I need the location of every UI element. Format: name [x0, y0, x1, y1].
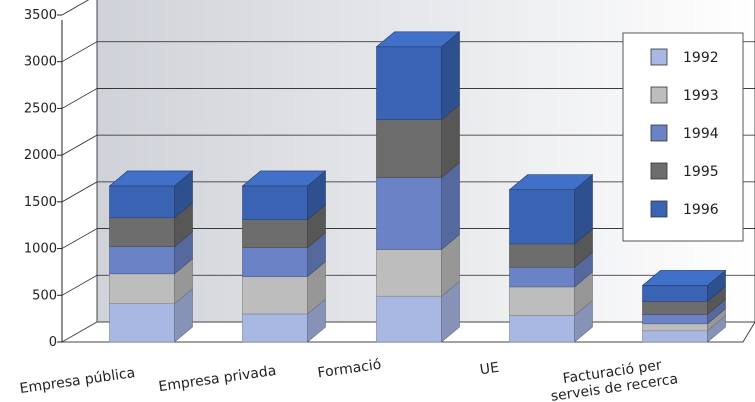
bar-segment: [509, 271, 593, 317]
gridline-side: [61, 0, 90, 16]
bar-front: [109, 185, 175, 219]
legend-label: 1996: [683, 202, 719, 218]
bar-front: [242, 313, 308, 343]
bar-front: [109, 217, 175, 248]
y-tick-label: 0: [49, 335, 57, 350]
bar-segment: [242, 231, 326, 278]
bar-front: [242, 276, 308, 315]
y-tick-label: 3500: [24, 8, 57, 23]
bar-front: [376, 249, 442, 297]
y-tick-label: 1000: [24, 242, 57, 257]
bar-side: [441, 31, 460, 121]
bar-front: [642, 285, 708, 302]
y-tick-label: 3000: [24, 55, 57, 70]
bar-segment: [242, 203, 326, 249]
legend-swatch: [650, 162, 668, 180]
bar-front: [642, 314, 708, 325]
bar-segment: [241, 170, 327, 221]
gridline-side: [61, 41, 98, 63]
bar-front: [642, 330, 708, 343]
bar-front: [376, 295, 442, 343]
bar-top: [108, 170, 194, 187]
bar-front: [509, 286, 575, 316]
gridline-side: [61, 181, 98, 203]
legend-label: 1993: [683, 88, 719, 104]
bar-top: [508, 174, 594, 191]
bars: [108, 31, 727, 343]
x-tick-label-line: Empresa privada: [158, 363, 278, 395]
legend-box: [622, 32, 744, 242]
bar-front: [509, 243, 575, 268]
bar-segment: [108, 170, 194, 219]
bar-segment: [242, 298, 326, 343]
bar-front: [109, 303, 175, 343]
bar-front: [509, 315, 575, 343]
gridline-side: [61, 134, 98, 156]
bar-top: [375, 31, 461, 48]
bar-segment: [641, 269, 727, 302]
x-tick-label: UE: [479, 360, 500, 379]
bar-front: [642, 323, 708, 332]
legend-swatch: [650, 48, 668, 66]
bar-front: [376, 119, 442, 178]
gridline-side: [61, 88, 98, 109]
gridline-side: [61, 228, 98, 249]
y-tick-label: 2000: [24, 148, 57, 163]
bar-segment: [508, 174, 594, 245]
bar-front: [242, 219, 308, 248]
gridline-side: [61, 274, 98, 296]
legend-label: 1992: [683, 50, 719, 66]
bar-front: [509, 266, 575, 288]
bar-top: [641, 270, 727, 286]
x-tick-label: Empresa privada: [158, 363, 278, 395]
x-tick-label: Empresa pública: [19, 365, 137, 397]
y-tick-label: 500: [32, 288, 57, 303]
bar-segment: [376, 280, 460, 343]
bar-segment: [642, 285, 726, 316]
legend-label: 1995: [683, 164, 719, 180]
x-tick-label-line: Empresa pública: [19, 365, 137, 397]
y-tick-label: 2500: [24, 101, 57, 116]
legend-swatch: [650, 200, 668, 218]
bar-segment: [109, 288, 193, 343]
bar-front: [109, 246, 175, 275]
x-tick-label: Facturació perserveis de recerca: [548, 355, 679, 402]
bar-front: [509, 189, 575, 245]
bar-segment: [376, 233, 460, 297]
bar-segment: [375, 31, 461, 121]
x-tick-label: Formació: [317, 357, 383, 382]
bar-front: [242, 247, 308, 277]
y-axis: 0 500 1000 1500 2000 2500 3000 3500: [24, 8, 63, 350]
y-tick-label: 1500: [24, 195, 57, 210]
bar-front: [109, 273, 175, 304]
bar-segment: [376, 161, 460, 251]
legend: 1992 1993 1994 1995 1996: [622, 32, 744, 242]
bar-front: [642, 301, 708, 315]
bar-segment: [109, 231, 193, 275]
x-tick-label-line: Formació: [317, 357, 383, 382]
bar-segment: [509, 299, 593, 343]
x-axis: Empresa pública Empresa privada Formació UE…: [19, 355, 679, 402]
legend-swatch: [650, 86, 668, 104]
legend-swatch: [650, 124, 668, 142]
x-tick-label-line: UE: [479, 360, 500, 379]
bar-front: [376, 46, 442, 120]
bar-top: [241, 170, 327, 187]
legend-label: 1994: [683, 126, 719, 142]
bar-front: [376, 177, 442, 250]
bar-front: [242, 185, 308, 220]
bar-segment: [242, 260, 326, 315]
